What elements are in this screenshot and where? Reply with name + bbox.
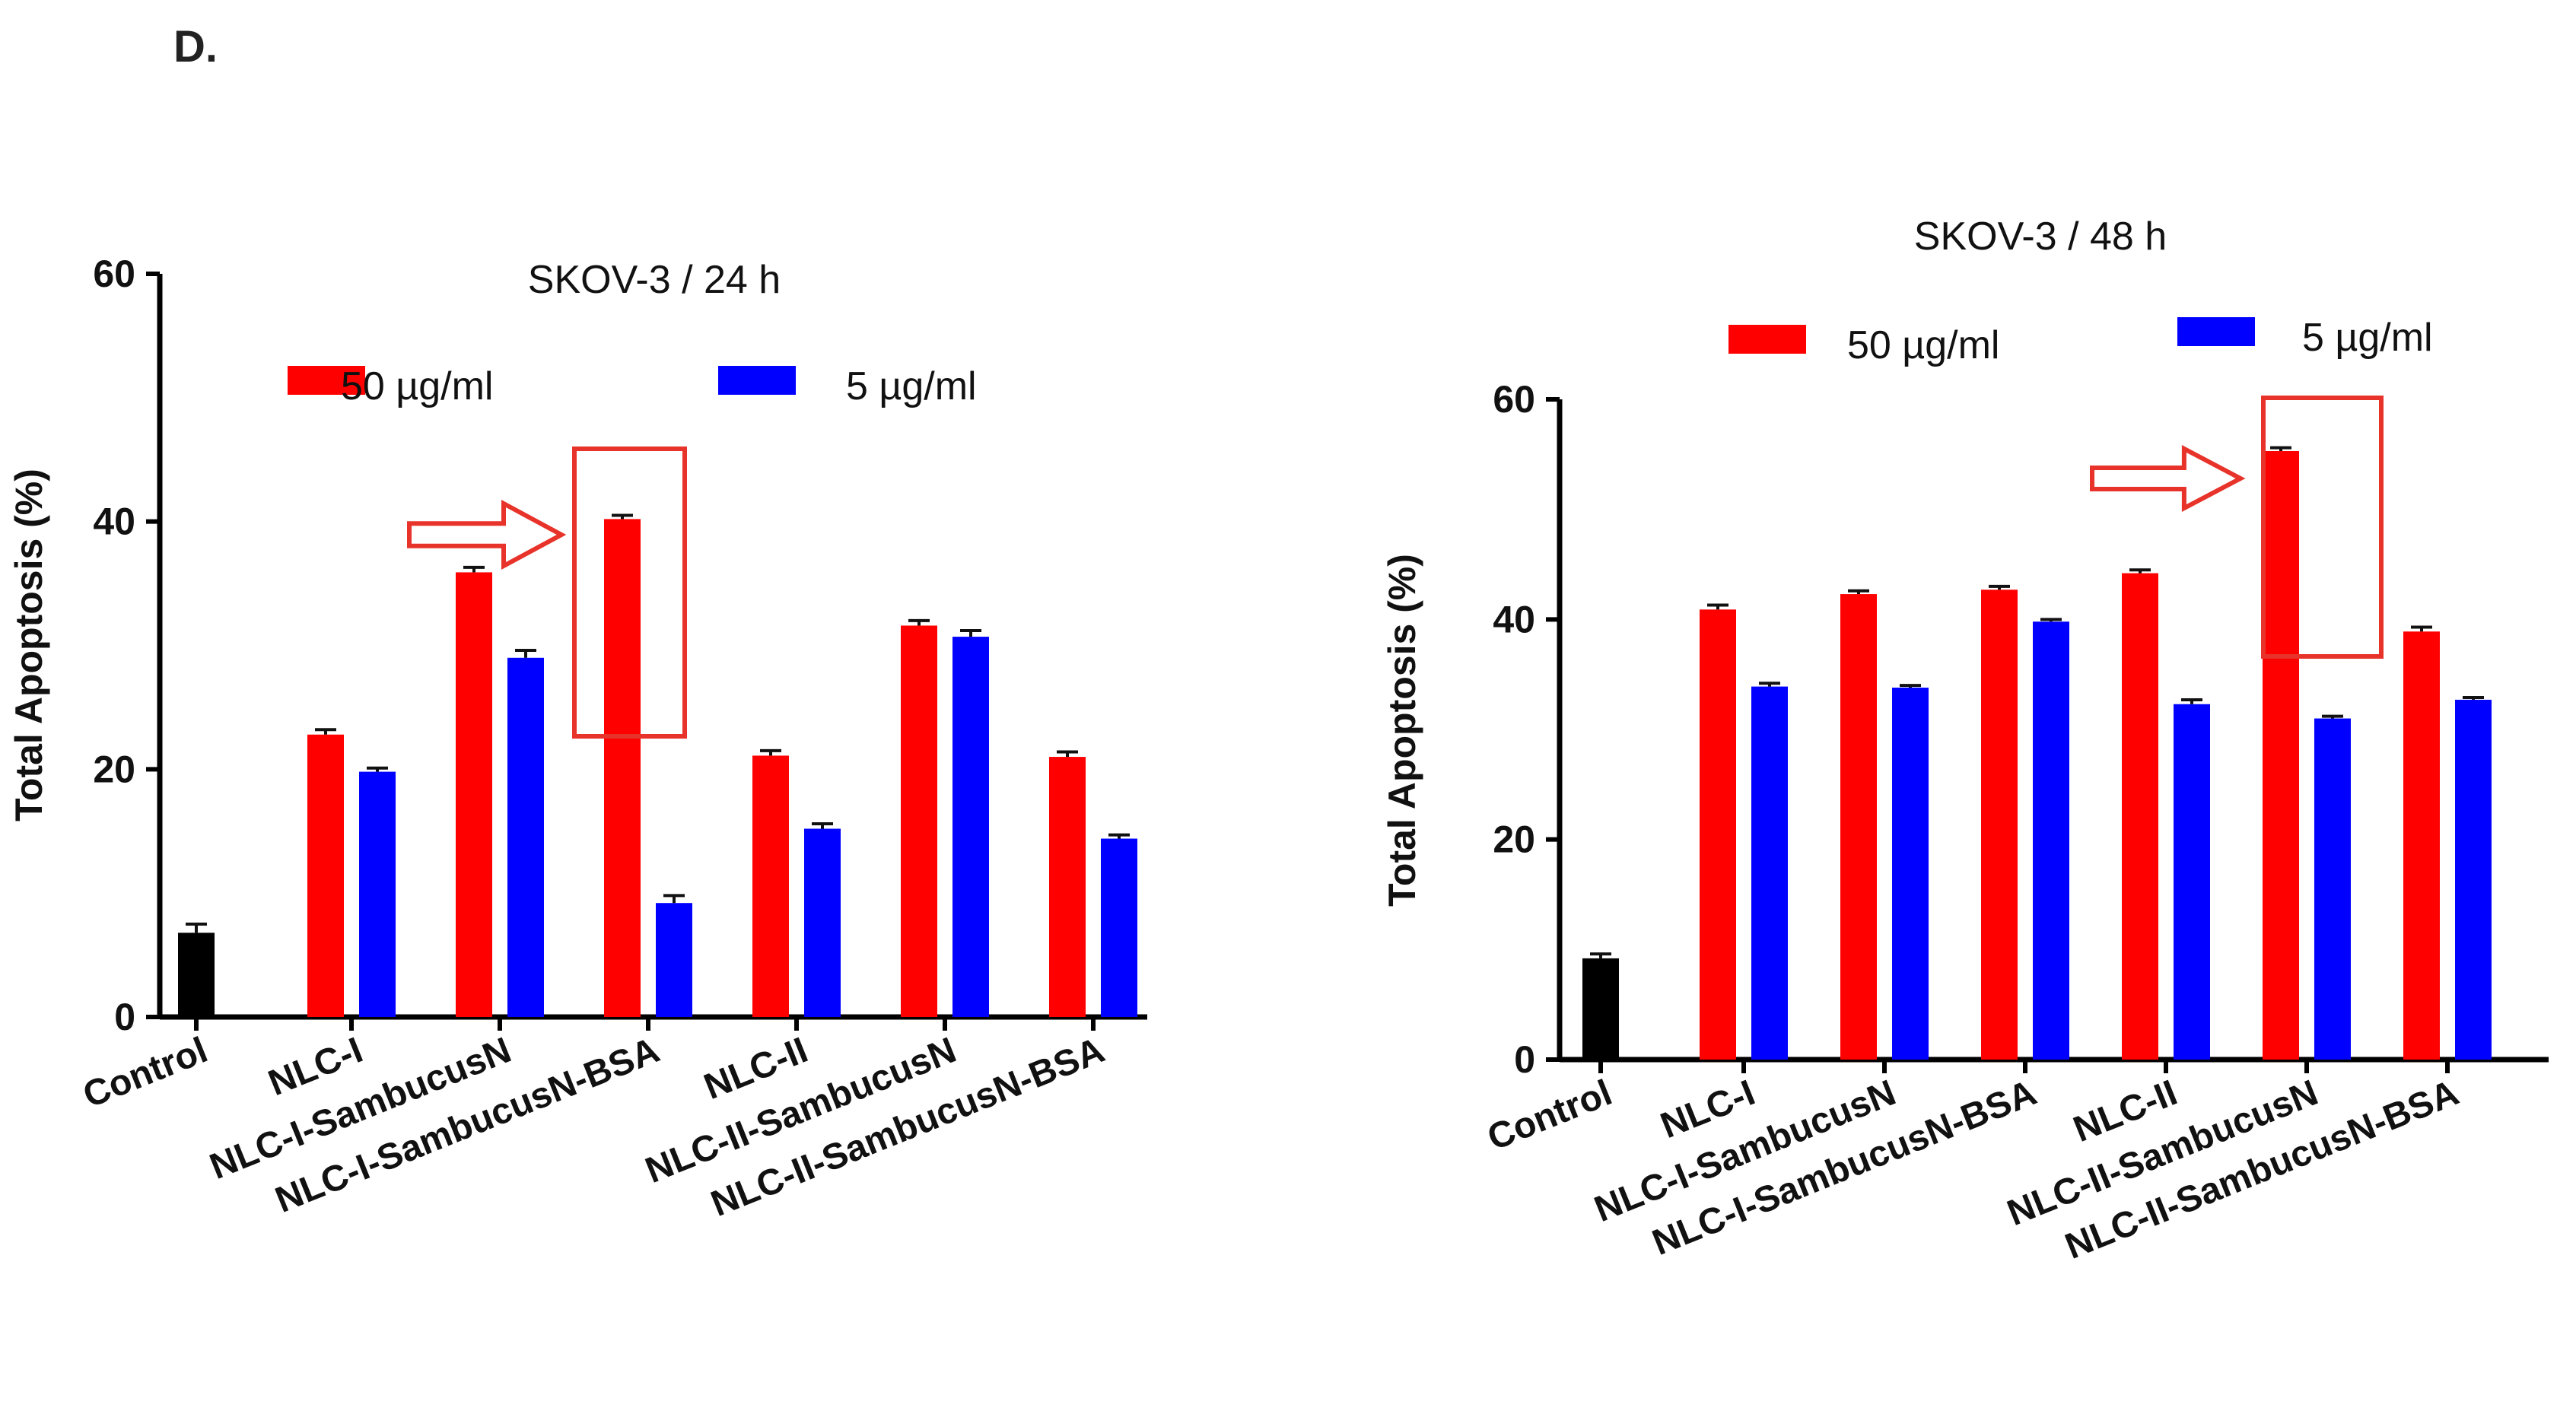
bar-low-dose (507, 657, 544, 1017)
bar-low-dose (359, 771, 396, 1017)
bar-low-dose (2174, 704, 2210, 1060)
legend-label: 5 µg/ml (846, 364, 977, 408)
x-tick-label: Control (1482, 1073, 1617, 1158)
legend-label: 50 µg/ml (1847, 323, 1999, 367)
bar-high-dose (1840, 594, 1877, 1060)
legend-swatch (2177, 317, 2255, 346)
chart-title: SKOV-3 / 48 h (1914, 215, 2167, 259)
bar-high-dose (604, 519, 641, 1017)
bar-control (1582, 958, 1619, 1060)
y-axis-label: Total Apoptosis (%) (8, 469, 50, 821)
bar-low-dose (656, 903, 692, 1017)
bar-low-dose (2314, 718, 2351, 1060)
arrow-icon (407, 499, 567, 570)
arrow-icon (2090, 445, 2246, 512)
y-tick-label: 0 (114, 996, 135, 1038)
bar-high-dose (2403, 631, 2440, 1060)
bar-low-dose (952, 637, 989, 1017)
y-tick-label: 0 (1514, 1038, 1535, 1081)
bar-high-dose (456, 572, 492, 1017)
bar-high-dose (1700, 609, 1736, 1060)
legend-label: 5 µg/ml (2302, 316, 2433, 360)
y-tick-label: 60 (1493, 378, 1535, 421)
chart-title: SKOV-3 / 24 h (528, 258, 781, 302)
bar-high-dose (307, 734, 344, 1017)
chart-0: 0 20 40 60 SKOV-3 / 24 h Total Apoptosis (%) 5… (8, 253, 1147, 1225)
highlight-box (572, 446, 687, 739)
legend-label: 50 µg/ml (341, 364, 493, 408)
bar-high-dose (2263, 450, 2299, 1060)
y-axis-label: Total Apoptosis (%) (1381, 554, 1423, 907)
bar-high-dose (1049, 757, 1086, 1017)
bar-control (178, 933, 215, 1017)
legend-swatch (288, 366, 365, 395)
bar-low-dose (1101, 838, 1137, 1017)
chart-1: 0 20 40 60 SKOV-3 / 48 h Total Apoptosis (%) 5… (1381, 215, 2549, 1267)
bar-low-dose (804, 828, 841, 1017)
y-tick-label: 20 (93, 748, 135, 790)
bar-low-dose (1751, 686, 1788, 1060)
bar-low-dose (1892, 688, 1929, 1060)
y-tick-label: 20 (1493, 818, 1535, 861)
y-tick-label: 60 (93, 253, 135, 295)
panel-label: D. (173, 22, 218, 72)
bar-high-dose (1981, 590, 2018, 1060)
bar-high-dose (901, 625, 937, 1017)
legend-swatch (1728, 325, 1806, 354)
highlight-box (2261, 396, 2384, 659)
y-tick-label: 40 (93, 501, 135, 543)
bar-low-dose (2455, 699, 2492, 1060)
bar-high-dose (2122, 573, 2158, 1060)
bar-high-dose (752, 755, 789, 1017)
y-tick-label: 40 (1493, 598, 1535, 640)
legend-swatch (718, 366, 796, 395)
x-tick-label: Control (78, 1030, 213, 1116)
bar-low-dose (2033, 621, 2069, 1060)
